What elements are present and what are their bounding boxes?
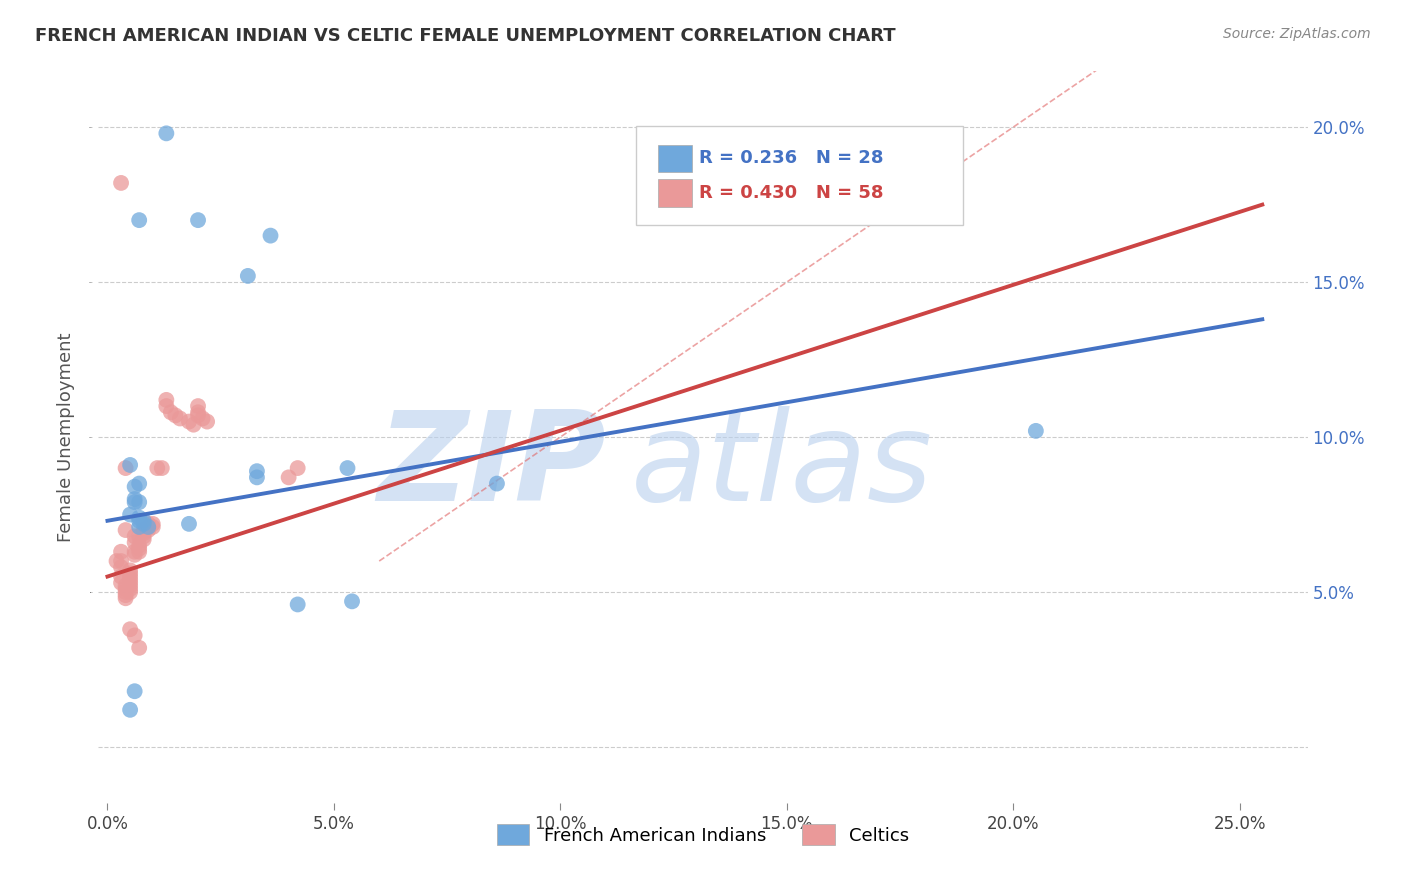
Point	[114, 585, 136, 599]
Point	[128, 520, 150, 534]
Point	[120, 563, 142, 577]
Point	[120, 569, 142, 583]
Text: R = 0.236   N = 28: R = 0.236 N = 28	[699, 149, 884, 168]
Point	[340, 594, 363, 608]
Point	[177, 415, 200, 429]
Y-axis label: Female Unemployment: Female Unemployment	[58, 333, 76, 541]
Point	[128, 640, 150, 655]
Point	[124, 545, 146, 559]
Point	[155, 392, 177, 407]
Point	[120, 575, 142, 590]
Point	[124, 495, 146, 509]
Point	[165, 409, 187, 423]
Point	[124, 548, 146, 562]
Point	[120, 585, 142, 599]
Point	[136, 516, 159, 531]
Point	[124, 535, 146, 549]
Point	[195, 415, 218, 429]
Point	[128, 545, 150, 559]
Point	[136, 520, 159, 534]
Point	[259, 228, 281, 243]
Point	[120, 508, 142, 522]
Point	[132, 514, 155, 528]
Point	[110, 569, 132, 583]
Point	[110, 545, 132, 559]
Point	[128, 510, 150, 524]
Point	[336, 461, 359, 475]
Point	[187, 405, 209, 419]
Point	[128, 539, 150, 553]
Point	[136, 520, 159, 534]
Point	[277, 470, 299, 484]
Point	[105, 554, 128, 568]
Point	[120, 622, 142, 636]
Point	[191, 411, 214, 425]
FancyBboxPatch shape	[658, 145, 692, 172]
Text: atlas: atlas	[630, 406, 932, 527]
Point	[132, 516, 155, 531]
Text: Source: ZipAtlas.com: Source: ZipAtlas.com	[1223, 27, 1371, 41]
Point	[132, 533, 155, 547]
Text: R = 0.430   N = 58: R = 0.430 N = 58	[699, 184, 884, 202]
Point	[110, 560, 132, 574]
Point	[1025, 424, 1047, 438]
Point	[132, 529, 155, 543]
Point	[142, 516, 165, 531]
Point	[150, 461, 173, 475]
Point	[128, 495, 150, 509]
Point	[236, 268, 259, 283]
Point	[187, 409, 209, 423]
Point	[120, 573, 142, 587]
Point	[120, 458, 142, 472]
Point	[114, 582, 136, 596]
Point	[114, 523, 136, 537]
Point	[114, 588, 136, 602]
Point	[124, 529, 146, 543]
Point	[110, 554, 132, 568]
Point	[124, 684, 146, 698]
Point	[136, 523, 159, 537]
Point	[485, 476, 508, 491]
Point	[169, 411, 191, 425]
Point	[114, 579, 136, 593]
Point	[132, 523, 155, 537]
Point	[155, 126, 177, 140]
Point	[110, 176, 132, 190]
Point	[187, 213, 209, 227]
Point	[146, 461, 169, 475]
Point	[124, 628, 146, 642]
Point	[246, 464, 269, 478]
Point	[124, 480, 146, 494]
Text: FRENCH AMERICAN INDIAN VS CELTIC FEMALE UNEMPLOYMENT CORRELATION CHART: FRENCH AMERICAN INDIAN VS CELTIC FEMALE …	[35, 27, 896, 45]
Point	[128, 476, 150, 491]
Point	[110, 575, 132, 590]
Point	[132, 526, 155, 541]
Text: ZIP: ZIP	[378, 406, 606, 527]
Point	[155, 399, 177, 413]
Point	[177, 516, 200, 531]
Point	[128, 514, 150, 528]
Point	[183, 417, 205, 432]
Point	[124, 491, 146, 506]
Point	[142, 520, 165, 534]
Point	[120, 703, 142, 717]
Point	[128, 213, 150, 227]
Point	[114, 591, 136, 606]
Point	[120, 566, 142, 581]
FancyBboxPatch shape	[637, 126, 963, 225]
Point	[187, 399, 209, 413]
Legend: French American Indians, Celtics: French American Indians, Celtics	[489, 817, 917, 852]
FancyBboxPatch shape	[658, 179, 692, 207]
Point	[128, 541, 150, 556]
Point	[120, 582, 142, 596]
Point	[160, 405, 183, 419]
Point	[128, 529, 150, 543]
Point	[114, 461, 136, 475]
Point	[246, 470, 269, 484]
Point	[120, 579, 142, 593]
Point	[287, 598, 309, 612]
Point	[287, 461, 309, 475]
